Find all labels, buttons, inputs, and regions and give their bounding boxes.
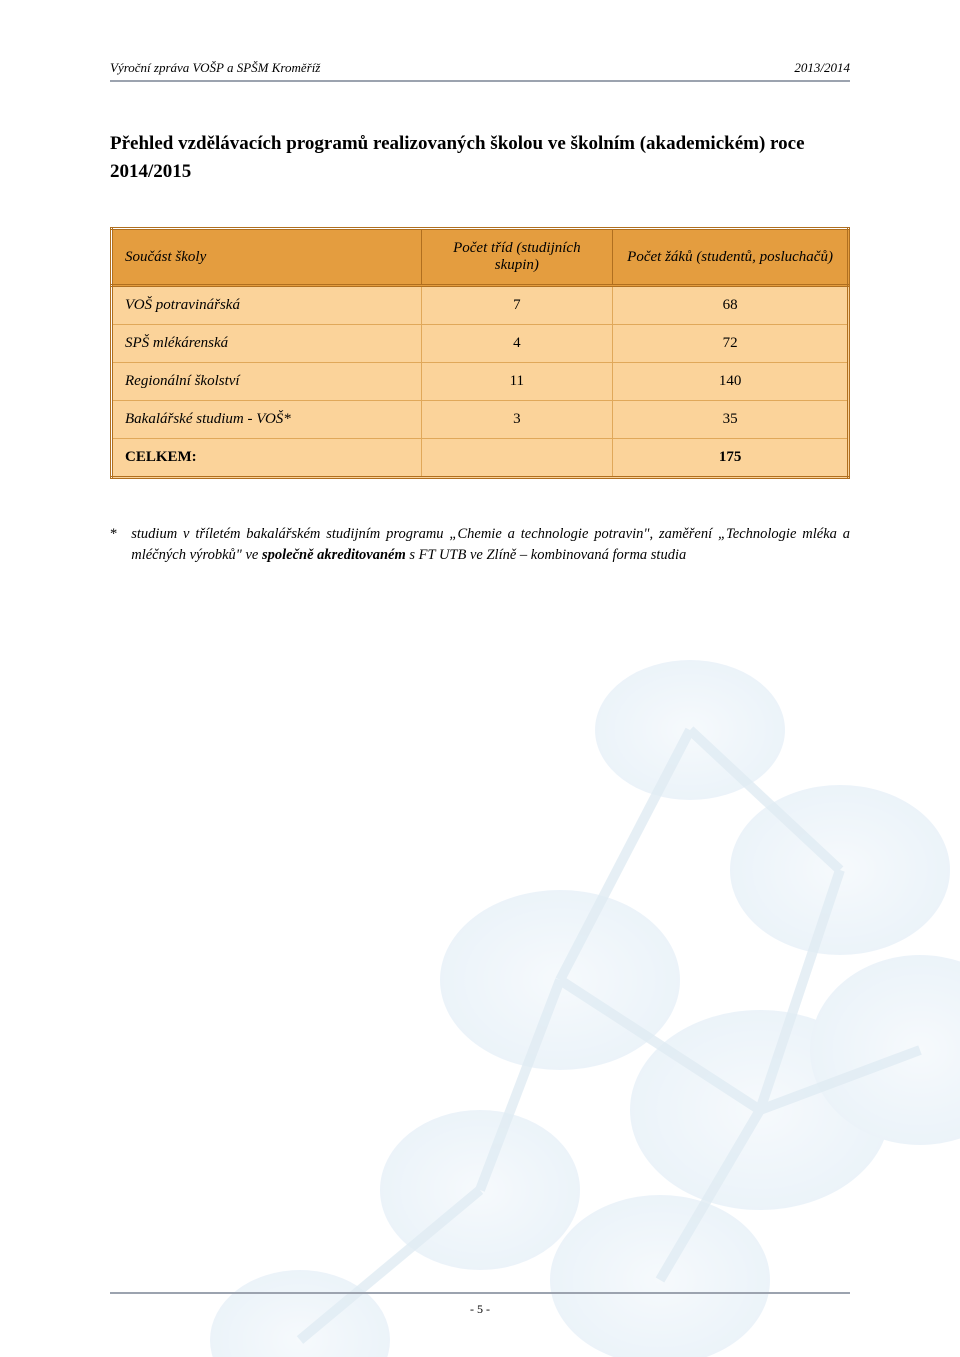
cell-v1: 3 bbox=[421, 401, 613, 439]
cell-v2: 35 bbox=[613, 401, 849, 439]
footnote-text-bold: společně akreditovaném bbox=[262, 547, 406, 563]
table-row: VOŠ potravinářská 7 68 bbox=[112, 286, 849, 325]
cell-v2: 140 bbox=[613, 363, 849, 401]
cell-v1: 7 bbox=[421, 286, 613, 325]
cell-label: Bakalářské studium - VOŠ* bbox=[112, 401, 422, 439]
footnote: * studium v tříletém bakalářském studijn… bbox=[110, 524, 850, 566]
table-total-row: CELKEM: 175 bbox=[112, 439, 849, 478]
table-row: Bakalářské studium - VOŠ* 3 35 bbox=[112, 401, 849, 439]
footnote-text: studium v tříletém bakalářském studijním… bbox=[131, 524, 850, 566]
cell-total-v1 bbox=[421, 439, 613, 478]
cell-v1: 11 bbox=[421, 363, 613, 401]
footer-divider bbox=[110, 1292, 850, 1294]
table-row: Regionální školství 11 140 bbox=[112, 363, 849, 401]
page-header: Výroční zpráva VOŠP a SPŠM Kroměříž 2013… bbox=[110, 60, 850, 76]
table-header-row: Součást školy Počet tříd (studijních sku… bbox=[112, 229, 849, 286]
table-header-c0: Součást školy bbox=[112, 229, 422, 286]
table-header-c1: Počet tříd (studijních skupin) bbox=[421, 229, 613, 286]
header-right: 2013/2014 bbox=[794, 60, 850, 76]
footnote-text-post: s FT UTB ve Zlíně – kombinovaná forma st… bbox=[406, 547, 686, 563]
header-left: Výroční zpráva VOŠP a SPŠM Kroměříž bbox=[110, 60, 320, 76]
cell-v2: 72 bbox=[613, 325, 849, 363]
cell-label: SPŠ mlékárenská bbox=[112, 325, 422, 363]
table-row: SPŠ mlékárenská 4 72 bbox=[112, 325, 849, 363]
cell-v1: 4 bbox=[421, 325, 613, 363]
section-title: Přehled vzdělávacích programů realizovan… bbox=[110, 130, 850, 185]
table-header-c2: Počet žáků (studentů, posluchačů) bbox=[613, 229, 849, 286]
header-divider bbox=[110, 80, 850, 82]
footnote-marker: * bbox=[110, 524, 117, 566]
cell-label: Regionální školství bbox=[112, 363, 422, 401]
cell-total-label: CELKEM: bbox=[112, 439, 422, 478]
cell-total-v2: 175 bbox=[613, 439, 849, 478]
programs-table: Součást školy Počet tříd (studijních sku… bbox=[110, 227, 850, 479]
page-number: - 5 - bbox=[110, 1302, 850, 1317]
cell-v2: 68 bbox=[613, 286, 849, 325]
cell-label: VOŠ potravinářská bbox=[112, 286, 422, 325]
